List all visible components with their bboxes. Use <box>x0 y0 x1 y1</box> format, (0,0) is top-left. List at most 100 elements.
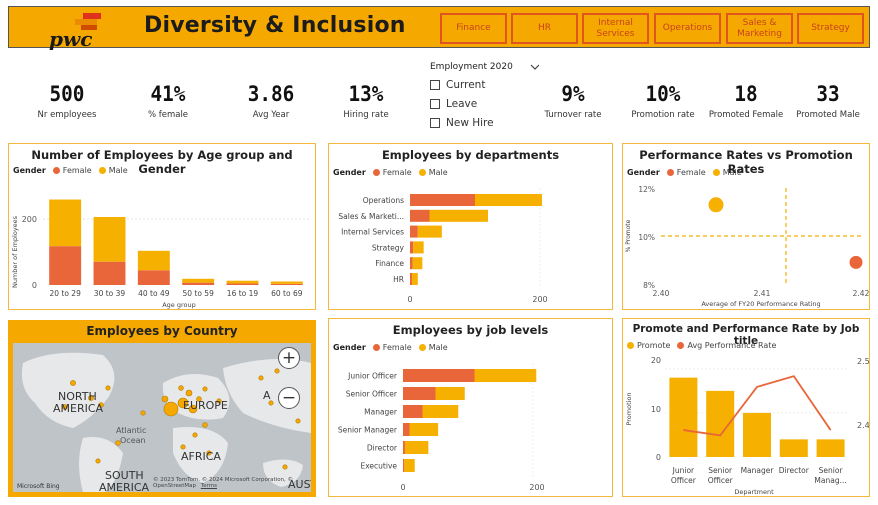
y-tick-right: 2.4 <box>857 421 869 430</box>
kpi-avg-year: 3.86 Avg Year <box>226 80 316 120</box>
chart-legend: Gender Female Male <box>13 166 128 175</box>
x-tick-label: Officer <box>708 476 734 485</box>
kpi-value: 33 <box>816 82 840 106</box>
bar-male <box>137 250 170 271</box>
kpi-value: 13% <box>348 82 384 106</box>
slicer-option-new-hire[interactable]: New Hire <box>430 117 540 129</box>
checkbox[interactable] <box>430 118 440 128</box>
y-axis-label: Number of Employees <box>11 215 19 288</box>
x-tick-label: Junior <box>672 466 695 475</box>
male-dot-icon <box>418 169 426 176</box>
bar-male <box>411 273 418 285</box>
x-tick-label: Senior <box>708 466 733 475</box>
male-dot-icon <box>712 169 720 176</box>
nav-strategy-button[interactable]: Strategy <box>797 13 864 44</box>
bar-promote <box>816 439 845 457</box>
checkbox[interactable] <box>430 80 440 90</box>
map-label: AMERICA <box>53 402 104 415</box>
chevron-down-icon[interactable] <box>530 64 540 70</box>
y-tick: 200 <box>22 215 37 224</box>
kpi-label: Hiring rate <box>343 110 389 120</box>
nav-sales-marketing-button[interactable]: Sales & Marketing <box>726 13 793 44</box>
bar-male <box>422 405 459 418</box>
female-dot-icon <box>666 169 674 176</box>
bar-female <box>410 209 430 222</box>
checkbox[interactable] <box>430 99 440 109</box>
departments-panel: Employees by departments Gender Female M… <box>328 143 613 310</box>
panel-title: Employees by departments <box>381 148 560 162</box>
slicer-option-label: Current <box>446 79 486 91</box>
bar-female <box>410 257 413 270</box>
chart-legend: Gender Female Male <box>627 168 742 177</box>
male-dot-icon <box>418 344 426 351</box>
x-tick-label: 60 to 69 <box>271 289 303 298</box>
nav-operations-button[interactable]: Operations <box>654 13 721 44</box>
map-label: NORTH <box>58 390 97 403</box>
female-dot-icon <box>372 169 380 176</box>
world-map[interactable]: NORTH AMERICA EUROPE A Atlantic Ocean AF… <box>13 343 311 492</box>
bar-female <box>403 459 405 472</box>
nav-hr-button[interactable]: HR <box>511 13 578 44</box>
x-tick-label: Senior <box>819 466 844 475</box>
slicer-header[interactable]: Employment 2020 <box>430 62 540 72</box>
kpi-promoted-male: 33 Promoted Male <box>783 80 873 120</box>
y-axis-label: % Promote <box>625 219 632 252</box>
bar-female <box>226 283 259 285</box>
job-levels-panel: Employees by job levels Gender Female Ma… <box>328 318 613 497</box>
y-tick-label: Strategy <box>372 243 405 252</box>
zoom-in-button[interactable]: + <box>278 347 300 369</box>
kpi-turnover-rate: 9% Turnover rate <box>528 80 618 120</box>
bar-male <box>409 423 439 436</box>
y-tick-label: Finance <box>375 259 404 268</box>
female-dot-icon <box>52 167 60 174</box>
panel-title: Promote and Performance Rate by Job titl… <box>632 323 860 347</box>
performance-chart: % Promote 12% 10% 8% 2.40 2.41 2.42 Aver… <box>625 185 869 308</box>
bar-female <box>270 283 303 285</box>
kpi-value: 18 <box>734 82 758 106</box>
x-tick: 0 <box>400 483 405 492</box>
promote-dot-icon <box>627 342 634 349</box>
kpi-value: 9% <box>561 82 585 106</box>
map-label: SOUTH <box>105 469 144 482</box>
pwc-logo-text: pwc <box>49 27 93 51</box>
nav-finance-button[interactable]: Finance <box>440 13 507 44</box>
kpi-label: Nr employees <box>37 110 97 120</box>
terms-link[interactable]: Terms <box>200 483 217 489</box>
y-tick: 10% <box>638 233 655 242</box>
job-levels-chart: 0 200 Junior Officer Senior Officer Manage… <box>338 363 545 492</box>
legend-male: Male <box>108 166 128 175</box>
bar-male <box>435 387 465 400</box>
promote-performance-panel: Promote and Performance Rate by Job titl… <box>622 318 870 497</box>
map-land-shapes <box>21 352 311 492</box>
map-attribution: © 2023 TomTom, © 2024 Microsoft Corporat… <box>153 477 311 489</box>
nav-internal-services-button[interactable]: Internal Services <box>582 13 649 44</box>
bar-female <box>137 270 170 285</box>
x-tick: 2.41 <box>754 289 771 298</box>
attribution-text: © 2023 TomTom, © 2024 Microsoft Corporat… <box>153 477 294 489</box>
slicer-option-leave[interactable]: Leave <box>430 98 540 110</box>
performance-panel: Performance Rates vs Promotion Rates Gen… <box>622 143 870 310</box>
kpi-label: Promoted Female <box>708 110 784 120</box>
line-avg-performance <box>683 375 832 437</box>
zoom-out-button[interactable]: − <box>278 387 300 409</box>
legend-title: Gender <box>13 166 46 175</box>
bar-female <box>403 387 436 400</box>
slicer-option-label: Leave <box>446 98 478 110</box>
chart-legend: Gender Female Male <box>333 343 448 352</box>
kpi-value: 41% <box>150 82 186 106</box>
x-axis-label: Average of FY20 Performance Rating <box>701 300 820 308</box>
y-tick: 0 <box>32 281 37 290</box>
bar-female <box>403 369 475 382</box>
x-tick-label: Officer <box>671 476 697 485</box>
map-label: AUST <box>288 478 311 491</box>
slicer-option-current[interactable]: Current <box>430 79 540 91</box>
kpi-hiring-rate: 13% Hiring rate <box>321 80 411 120</box>
scatter-point-male <box>708 197 724 213</box>
y-tick-label: Senior Manager <box>338 426 398 435</box>
bar-male <box>417 225 442 238</box>
panel-title: Employees by job levels <box>392 323 549 337</box>
x-tick: 200 <box>529 483 544 492</box>
pwc-logo-mark <box>75 13 101 30</box>
age-chart: Number of Employees 0 200 Age group 20 t… <box>11 199 309 309</box>
legend-title: Gender <box>333 343 366 352</box>
